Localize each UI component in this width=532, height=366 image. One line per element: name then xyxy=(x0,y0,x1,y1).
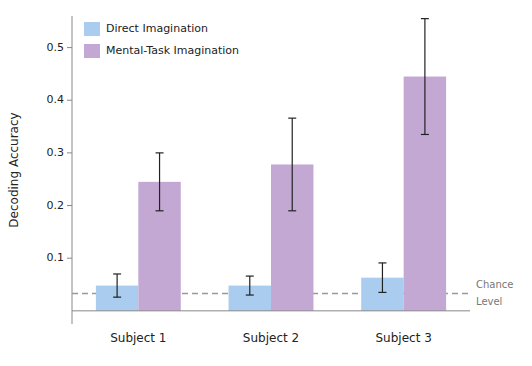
error-bar xyxy=(288,118,296,211)
error-bar-cap xyxy=(113,273,121,274)
x-tick-label: Subject 1 xyxy=(110,331,166,345)
chart-svg: 0.1 0.2 0.3 0.4 0.5 Decoding Accuracy Subject … xyxy=(0,0,532,366)
error-bar xyxy=(378,263,386,292)
y-axis-line xyxy=(72,16,73,324)
error-bar-stem xyxy=(382,263,383,292)
error-bar-cap xyxy=(156,152,164,153)
reference-label: Chance xyxy=(476,279,513,290)
y-tick-label: 0.3 xyxy=(47,146,65,159)
legend-swatch xyxy=(84,44,100,58)
legend-swatch xyxy=(84,22,100,36)
y-tick xyxy=(67,152,72,153)
error-bar xyxy=(156,153,164,211)
error-bar xyxy=(113,274,121,297)
y-tick xyxy=(67,258,72,259)
y-tick xyxy=(67,47,72,48)
y-tick-label: 0.5 xyxy=(47,41,65,54)
y-tick-label: 0.2 xyxy=(47,199,65,212)
legend: Direct Imagination Mental-Task Imaginatio… xyxy=(84,22,239,58)
error-bar-cap xyxy=(378,292,386,293)
y-axis-label: Decoding Accuracy xyxy=(7,112,21,227)
legend-label: Mental-Task Imagination xyxy=(106,44,239,57)
y-tick xyxy=(67,205,72,206)
error-bar-cap xyxy=(246,294,254,295)
error-bar-cap xyxy=(246,275,254,276)
chart-container: 0.1 0.2 0.3 0.4 0.5 Decoding Accuracy Subject … xyxy=(0,0,532,366)
error-bar-stem xyxy=(424,19,425,135)
y-tick xyxy=(67,100,72,101)
error-bar-cap xyxy=(288,118,296,119)
error-bar-cap xyxy=(156,210,164,211)
x-axis-line xyxy=(72,310,470,311)
error-bar-cap xyxy=(288,210,296,211)
legend-label: Direct Imagination xyxy=(106,22,208,35)
error-bar-cap xyxy=(421,134,429,135)
error-bar-cap xyxy=(421,18,429,19)
error-bar-cap xyxy=(113,297,121,298)
error-bar xyxy=(421,19,429,135)
x-tick-label: Subject 3 xyxy=(376,331,432,345)
error-bar-stem xyxy=(292,118,293,211)
error-bar xyxy=(246,276,254,295)
error-bar-cap xyxy=(378,262,386,263)
error-bar-stem xyxy=(249,276,250,295)
error-bar-stem xyxy=(117,274,118,297)
marks xyxy=(72,19,470,311)
y-tick-label: 0.4 xyxy=(47,93,65,106)
error-bar-stem xyxy=(159,153,160,211)
reference-label: Level xyxy=(476,296,502,307)
x-tick-label: Subject 2 xyxy=(243,331,299,345)
y-tick-label: 0.1 xyxy=(47,251,65,264)
